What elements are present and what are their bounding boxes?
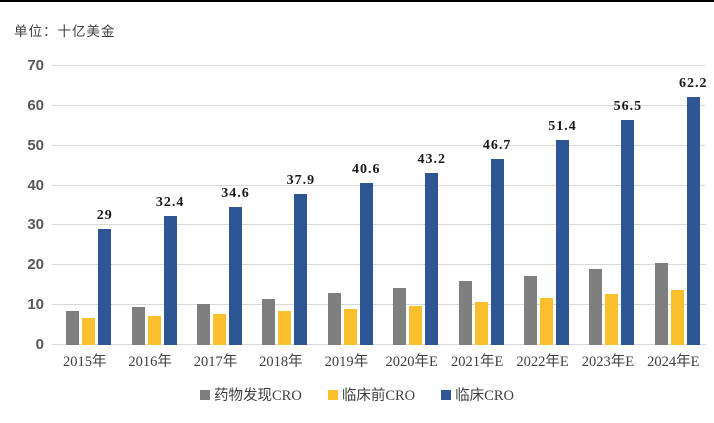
gridline [52,184,706,186]
legend-label: 临床CRO [455,388,514,404]
gridline [52,104,706,106]
legend-swatch-yellow [327,389,338,400]
data-label-2024年E: 62.2 [679,76,708,92]
bar-临床前CRO-2015年 [82,317,96,345]
gridline [52,304,706,306]
bar-临床CRO-2018年 [294,193,308,345]
plot-area: 29 32.4 34.6 37.9 40.6 43.2 46.7 51.4 56.5 62.2 [52,65,708,345]
bar-临床CRO-2021年E [490,158,504,345]
x-tick-label: 2017年 [193,354,238,370]
x-tick-label: 2016年 [128,354,172,370]
bar-药物发现CRO-2016年 [131,307,145,345]
x-tick-label: 2015年 [62,354,107,370]
legend-item-drug-discovery-cro: 药物发现CRO [200,384,302,405]
bar-临床CRO-2019年 [359,183,373,345]
legend-item-preclinical-cro: 临床前CRO [327,384,416,405]
bar-临床CRO-2015年 [98,229,112,345]
bar-临床前CRO-2017年 [213,313,226,345]
gridline [52,264,706,266]
y-axis: 0 10 20 30 40 50 60 70 [0,57,44,353]
bar-药物发现CRO-2019年 [327,292,341,345]
data-label-2020年E: 43.2 [417,151,446,167]
gridline [52,224,706,226]
bar-临床前CRO-2016年 [147,316,161,345]
data-label-2023年E: 56.5 [613,98,643,114]
x-tick-label: 2024年E [647,354,700,370]
legend: 药物发现CRO 临床前CRO 临床CRO [0,384,714,405]
gridline [52,344,706,345]
y-tick-label: 40 [27,176,44,194]
data-label-2019年: 40.6 [352,162,381,178]
bar-临床CRO-2022年E [556,140,569,345]
bar-药物发现CRO-2022年E [524,275,537,345]
x-tick-label: 2019年 [324,354,369,370]
bar-药物发现CRO-2021年E [458,280,472,345]
bar-药物发现CRO-2015年 [66,311,80,345]
bar-临床CRO-2017年 [229,207,242,345]
x-axis: 2015年 2016年 2017年 2018年 2019年 2020年E 2021年E 202… [52,350,706,370]
x-tick-label: 2021年E [450,354,504,370]
legend-label: 药物发现CRO [214,388,302,404]
bar-药物发现CRO-2017年 [197,303,210,345]
bar-临床CRO-2020年E [425,172,439,345]
bar-临床前CRO-2021年E [474,301,488,345]
bar-药物发现CRO-2024年E [654,263,668,345]
data-label-2022年E: 51.4 [548,119,577,135]
data-label-2017年: 34.6 [221,186,250,202]
bar-药物发现CRO-2018年 [262,299,276,345]
bar-临床前CRO-2018年 [278,310,292,345]
legend-swatch-blue [441,389,452,400]
bar-药物发现CRO-2020年E [393,288,407,345]
data-label-2015年: 29 [96,208,113,224]
data-label-2018年: 37.9 [286,172,316,188]
legend-item-clinical-cro: 临床CRO [441,384,514,405]
y-tick-label: 10 [27,296,44,314]
data-label-2016年: 32.4 [155,194,185,210]
x-tick-label: 2020年E [385,354,438,370]
x-tick-label: 2018年 [259,354,303,370]
bar-临床CRO-2016年 [163,215,177,345]
y-tick-label: 70 [27,57,44,74]
bar-药物发现CRO-2023年E [589,269,603,345]
y-tick-label: 60 [27,96,44,114]
gridline [52,65,706,66]
x-tick-label: 2022年E [516,354,569,370]
y-tick-label: 30 [27,216,44,234]
legend-label: 临床前CRO [341,388,416,404]
bar-临床前CRO-2019年 [343,308,357,345]
y-tick-label: 0 [35,336,44,353]
bar-临床前CRO-2023年E [605,293,619,345]
y-tick-label: 20 [27,256,44,274]
legend-swatch-gray [200,389,210,400]
bar-临床CRO-2024年E [686,97,700,345]
x-tick-label: 2023年E [581,354,635,370]
bar-临床CRO-2023年E [621,119,635,345]
bar-临床前CRO-2022年E [540,297,553,345]
bar-临床前CRO-2024年E [670,290,684,345]
bar-临床前CRO-2020年E [409,305,423,345]
gridline [52,144,706,146]
unit-label: 单位：十亿美金 [14,24,116,39]
y-tick-label: 50 [27,136,44,154]
data-label-2021年E: 46.7 [482,137,512,153]
